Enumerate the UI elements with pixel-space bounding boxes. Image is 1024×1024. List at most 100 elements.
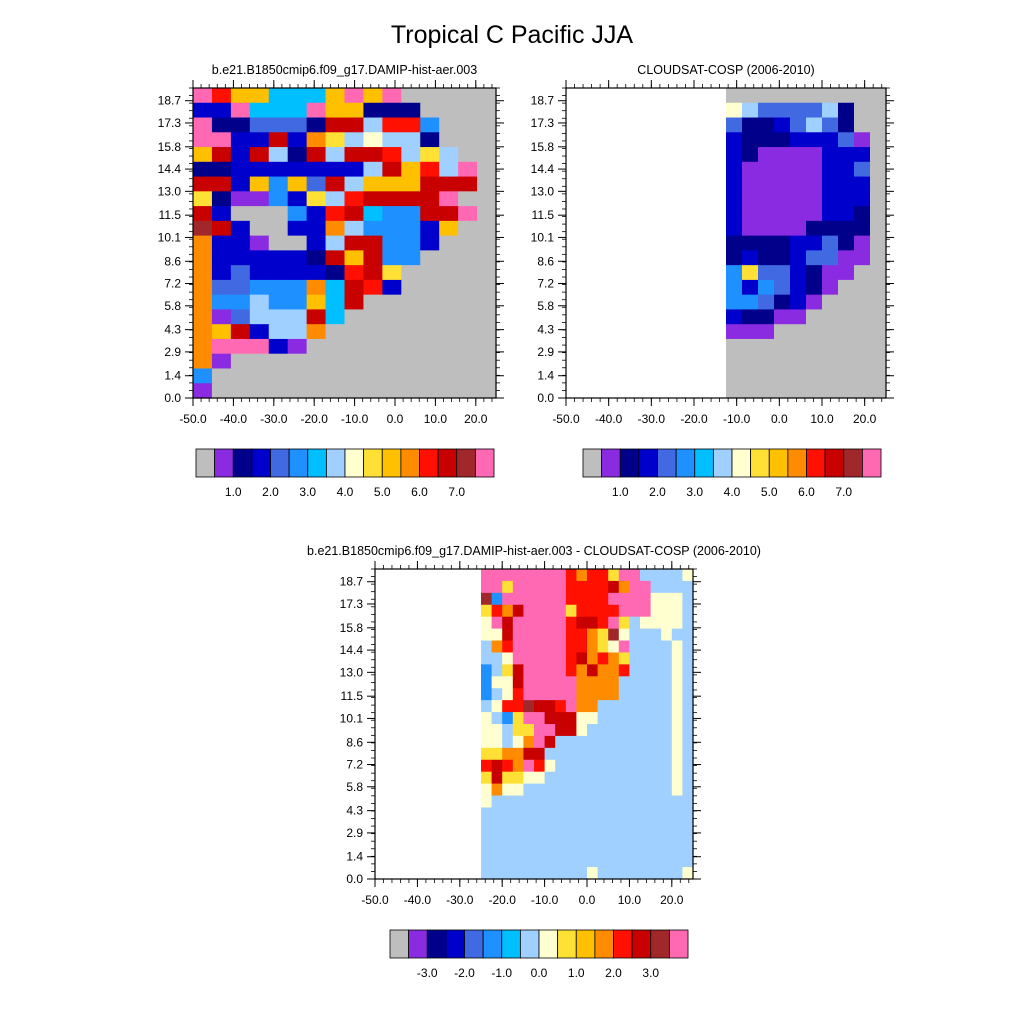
heatmap-cell (790, 132, 807, 148)
heatmap-cell (565, 819, 577, 832)
heatmap-cell (587, 712, 599, 725)
heatmap-cell (193, 206, 213, 222)
heatmap-cell (439, 353, 459, 370)
y-tick-label: 15.8 (340, 621, 364, 635)
heatmap-cell (597, 807, 609, 820)
heatmap-cell (806, 250, 823, 266)
heatmap-cell (523, 712, 535, 725)
heatmap-cell (565, 783, 577, 797)
heatmap-cell (268, 191, 289, 207)
heatmap-cell (671, 700, 683, 713)
heatmap-cell (587, 807, 599, 820)
heatmap-cell (774, 279, 791, 296)
heatmap-cell (502, 771, 514, 785)
heatmap-cell (458, 88, 478, 104)
heatmap-cell (477, 265, 497, 281)
heatmap-cell (742, 279, 759, 296)
heatmap-cell (363, 206, 383, 222)
heatmap-cell (640, 712, 652, 725)
heatmap-cell (682, 831, 694, 844)
heatmap-cell (193, 191, 213, 207)
colorbar: 1.0 2.0 3.0 4.0 5.0 6.0 7.0 (582, 448, 882, 499)
heatmap-cell (512, 867, 524, 880)
heatmap-cell (822, 132, 839, 148)
heatmap-cell (640, 592, 652, 606)
heatmap-cell (477, 235, 497, 251)
heatmap-cell (420, 383, 440, 399)
heatmap-cell (742, 88, 759, 104)
x-tick-label: 20.0 (660, 893, 684, 907)
heatmap-cell (211, 206, 232, 222)
heatmap-cell (742, 176, 759, 192)
heatmap-cell (726, 294, 743, 311)
heatmap-cell (534, 640, 546, 654)
heatmap-cell (629, 724, 641, 737)
y-tick-label: 18.7 (531, 94, 555, 108)
heatmap-cell (629, 604, 641, 618)
colorbar-swatch (768, 448, 789, 478)
heatmap-cell (249, 368, 270, 384)
heatmap-cell (822, 353, 839, 370)
heatmap-cell (629, 580, 641, 594)
heatmap-cell (363, 235, 383, 251)
heatmap-cell (230, 147, 251, 163)
heatmap-cell (774, 191, 791, 207)
heatmap-cell (268, 206, 289, 222)
heatmap-cell (523, 688, 535, 701)
heatmap-cell (325, 117, 346, 133)
plot-frame (565, 87, 887, 399)
heatmap-cell (629, 569, 641, 582)
heatmap-cell (544, 664, 556, 677)
heatmap-cell (806, 235, 823, 251)
heatmap-cell (822, 161, 839, 178)
heatmap-cell (650, 795, 662, 809)
heatmap-cell (576, 807, 588, 820)
heatmap-cell (477, 132, 497, 148)
heatmap-cell (363, 220, 383, 237)
y-tick-label: 13.0 (158, 184, 182, 198)
heatmap-cell (565, 628, 577, 642)
heatmap-cell (870, 132, 887, 148)
heatmap-cell (854, 88, 871, 104)
colorbar-swatch (557, 929, 577, 959)
heatmap-cell (363, 117, 383, 133)
heatmap-cell (587, 616, 599, 630)
heatmap-cell (806, 309, 823, 325)
heatmap-cell (587, 735, 599, 749)
heatmap-cell (587, 580, 599, 594)
heatmap-cell (682, 867, 694, 880)
colorbar-swatch (344, 448, 365, 478)
heatmap-cell (344, 132, 365, 148)
heatmap-cell (544, 569, 556, 582)
heatmap-cell (608, 604, 620, 618)
heatmap-cell (458, 102, 478, 119)
heatmap-cell (481, 604, 493, 618)
heatmap-cell (790, 383, 807, 399)
heatmap-cell (439, 279, 459, 296)
x-tick-label: -20.0 (680, 412, 708, 426)
colorbar-swatch (824, 448, 845, 478)
heatmap-cell (682, 747, 694, 761)
heatmap-cell (523, 628, 535, 642)
heatmap-cell (650, 807, 662, 820)
heatmap-cell (640, 724, 652, 737)
y-tick-label: 11.5 (159, 208, 182, 222)
heatmap-cell (287, 206, 308, 222)
heatmap-cell (523, 807, 535, 820)
heatmap-cell (439, 235, 459, 251)
heatmap-cell (629, 831, 641, 844)
heatmap-cell (682, 843, 694, 856)
heatmap-cell (742, 220, 759, 237)
colorbar-label: 1.0 (612, 485, 629, 499)
heatmap-cell (211, 147, 232, 163)
heatmap-cell (870, 383, 887, 399)
heatmap-cell (382, 324, 402, 340)
heatmap-cell (838, 191, 855, 207)
heatmap-cell (249, 117, 270, 133)
heatmap-cell (671, 795, 683, 809)
heatmap-cell (363, 102, 383, 119)
heatmap-cell (597, 676, 609, 689)
heatmap-cell (512, 735, 524, 749)
y-tick-label: 7.2 (537, 277, 554, 291)
heatmap-cell (211, 294, 232, 311)
